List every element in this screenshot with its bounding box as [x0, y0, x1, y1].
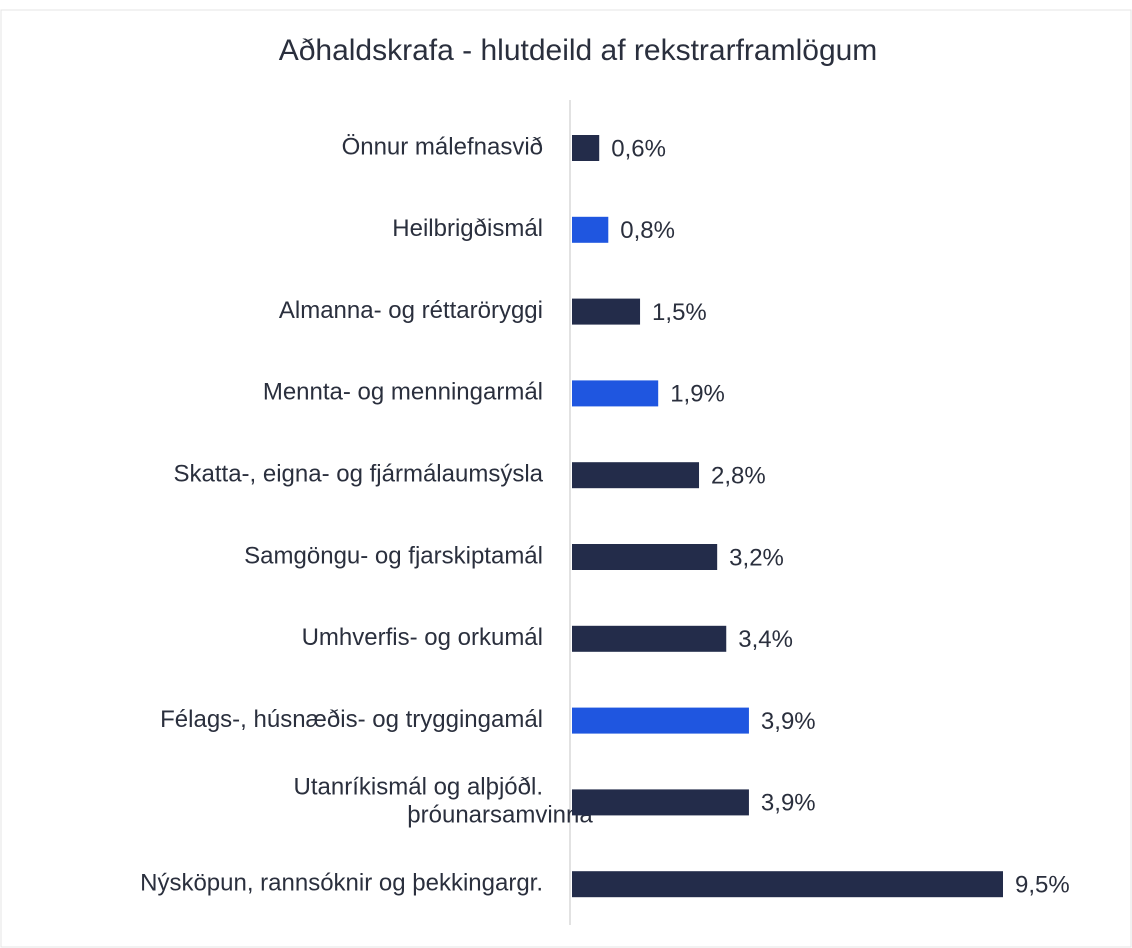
bar — [572, 380, 659, 407]
category-label-line: Utanríkismál og alþjóðl. — [294, 774, 543, 801]
category-label: Samgöngu- og fjarskiptamál — [244, 542, 543, 569]
category-label: Utanríkismál og alþjóðl. þróunarsamvinna — [294, 774, 594, 829]
value-label: 3,9% — [761, 790, 816, 817]
value-label: 2,8% — [711, 463, 766, 490]
value-label: 1,9% — [670, 381, 725, 408]
bar — [572, 789, 749, 816]
category-label: Mennta- og menningarmál — [263, 379, 543, 406]
value-label: 9,5% — [1015, 872, 1070, 899]
value-label: 3,9% — [761, 708, 816, 735]
bar — [572, 462, 700, 489]
bar — [572, 216, 609, 243]
value-label: 3,4% — [738, 626, 793, 653]
category-label: Skatta-, eigna- og fjármálaumsýsla — [174, 461, 544, 488]
bar — [572, 707, 749, 734]
category-label: Almanna- og réttaröryggi — [279, 297, 543, 324]
bar — [572, 544, 718, 570]
category-label: Umhverfis- og orkumál — [302, 624, 543, 651]
value-label: 0,8% — [620, 217, 675, 244]
panel — [0, 9, 1132, 948]
bar — [572, 298, 641, 325]
bar — [572, 625, 727, 652]
bar — [572, 871, 1003, 898]
category-label: Heilbrigðismál — [392, 215, 543, 242]
category-label: Önnur málefnasvið — [342, 133, 543, 160]
value-label: 1,5% — [652, 299, 707, 326]
bar — [572, 135, 600, 161]
value-label: 0,6% — [611, 135, 666, 162]
category-label: Félags-, húsnæðis- og tryggingamál — [160, 706, 543, 733]
category-label: Nýsköpun, rannsóknir og þekkingargr. — [140, 870, 543, 897]
value-label: 3,2% — [729, 544, 784, 571]
category-label-line: þróunarsamvinna — [407, 802, 593, 829]
chart-title: Aðhaldskrafa - hlutdeild af rekstrarfram… — [279, 34, 878, 67]
